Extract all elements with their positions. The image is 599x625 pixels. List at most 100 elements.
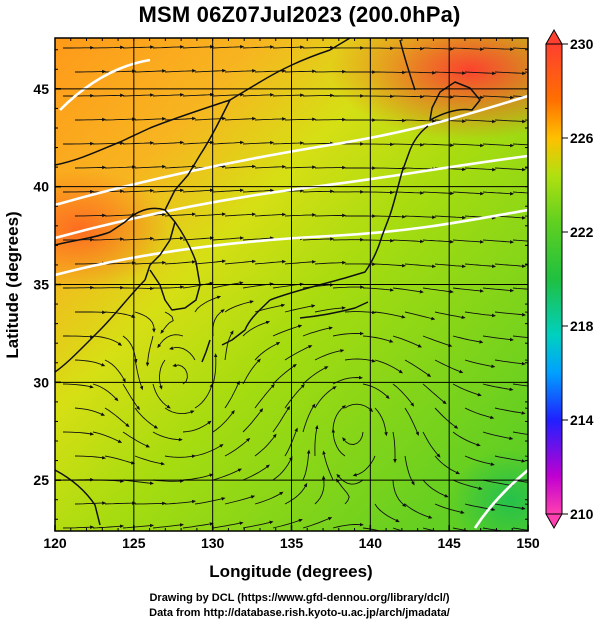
streamline <box>392 46 425 51</box>
streamline <box>164 69 197 73</box>
streamline <box>404 167 437 171</box>
streamline <box>104 501 137 505</box>
streamline <box>194 497 226 505</box>
streamline <box>434 359 464 374</box>
streamline <box>194 444 224 457</box>
colorbar-tick-label: 218 <box>570 318 594 334</box>
streamline <box>182 522 214 529</box>
streamline <box>331 428 346 457</box>
streamline <box>134 69 167 73</box>
streamline <box>212 409 235 433</box>
streamline <box>92 383 119 402</box>
streamline <box>272 93 305 97</box>
streamline <box>452 335 484 344</box>
coastline-sakhalin <box>399 39 416 91</box>
streamline <box>62 525 95 530</box>
streamline <box>332 522 364 529</box>
streamline <box>494 503 526 511</box>
streamline <box>482 191 515 196</box>
streamline <box>122 523 155 529</box>
streamline <box>452 479 483 491</box>
streamline <box>224 300 254 313</box>
streamline <box>164 260 197 265</box>
streamline <box>182 92 215 97</box>
streamline <box>302 517 333 529</box>
streamline <box>212 468 243 481</box>
map-axes: 120 125 130 135 140 145 150 25 30 35 40 45 <box>33 38 540 551</box>
streamline <box>374 503 400 523</box>
x-tick-label: 130 <box>201 535 225 551</box>
streamline <box>422 191 455 196</box>
streamline <box>194 68 227 73</box>
streamline <box>452 47 485 51</box>
streamline <box>182 236 215 241</box>
streamline <box>314 260 347 265</box>
streamline <box>224 495 256 505</box>
streamline <box>422 335 453 347</box>
streamline <box>242 520 274 529</box>
streamline <box>152 431 183 442</box>
streamline <box>314 475 326 505</box>
streamline <box>254 433 277 457</box>
streamline <box>92 237 125 241</box>
x-axis-title: Longitude (degrees) <box>209 562 372 581</box>
streamline <box>134 359 144 391</box>
streamline <box>284 260 317 265</box>
streamline <box>212 353 218 385</box>
streamline <box>363 238 395 243</box>
streamline <box>302 237 335 241</box>
streamline <box>62 383 94 389</box>
streamline <box>152 188 185 193</box>
streamline <box>404 311 436 321</box>
isotach-line <box>55 208 528 277</box>
streamline <box>224 380 240 409</box>
streamline <box>494 455 526 463</box>
streamline <box>494 407 526 415</box>
streamline <box>212 281 244 289</box>
streamline <box>160 311 174 334</box>
streamline <box>284 165 317 169</box>
credit-drawing: Drawing by DCL (https://www.gfd-dennou.o… <box>149 592 450 604</box>
streamline <box>452 287 484 293</box>
streamline <box>284 345 313 361</box>
streamline <box>152 383 171 409</box>
isotach-line <box>473 469 528 529</box>
isotach-line <box>55 154 528 240</box>
streamline <box>104 165 137 169</box>
streamline <box>302 93 335 98</box>
isotach-line <box>55 94 528 207</box>
streamline <box>482 383 514 392</box>
streamline <box>159 359 166 390</box>
streamline <box>374 263 407 268</box>
streamline <box>314 424 319 457</box>
streamline <box>332 405 347 433</box>
x-tick-label: 120 <box>43 535 67 551</box>
streamline <box>392 239 425 244</box>
streamline <box>452 383 482 397</box>
x-tick-label: 145 <box>437 535 461 551</box>
streamline <box>122 141 155 145</box>
y-tick-label: 40 <box>33 179 49 195</box>
lat-lon-grid <box>55 38 528 531</box>
streamline <box>182 188 215 193</box>
streamline <box>254 491 284 505</box>
streamline <box>194 212 227 217</box>
coastline-ryukyu <box>201 339 211 363</box>
streamline <box>242 93 275 97</box>
streamline <box>134 260 167 265</box>
streamline <box>92 335 123 346</box>
streamline <box>392 191 425 195</box>
colorbar-tick-label: 214 <box>570 412 594 428</box>
streamline <box>182 281 214 289</box>
streamline <box>434 407 459 429</box>
colorbar-bottom-triangle <box>545 513 563 530</box>
y-tick-label: 35 <box>33 277 49 293</box>
streamline <box>494 167 527 172</box>
streamline <box>464 263 497 268</box>
streamline <box>482 47 515 51</box>
streamline <box>302 366 329 385</box>
streamline <box>482 479 514 487</box>
jet-isotachs <box>55 58 528 529</box>
streamline <box>272 141 305 145</box>
coastline-mainland-north <box>55 38 351 166</box>
